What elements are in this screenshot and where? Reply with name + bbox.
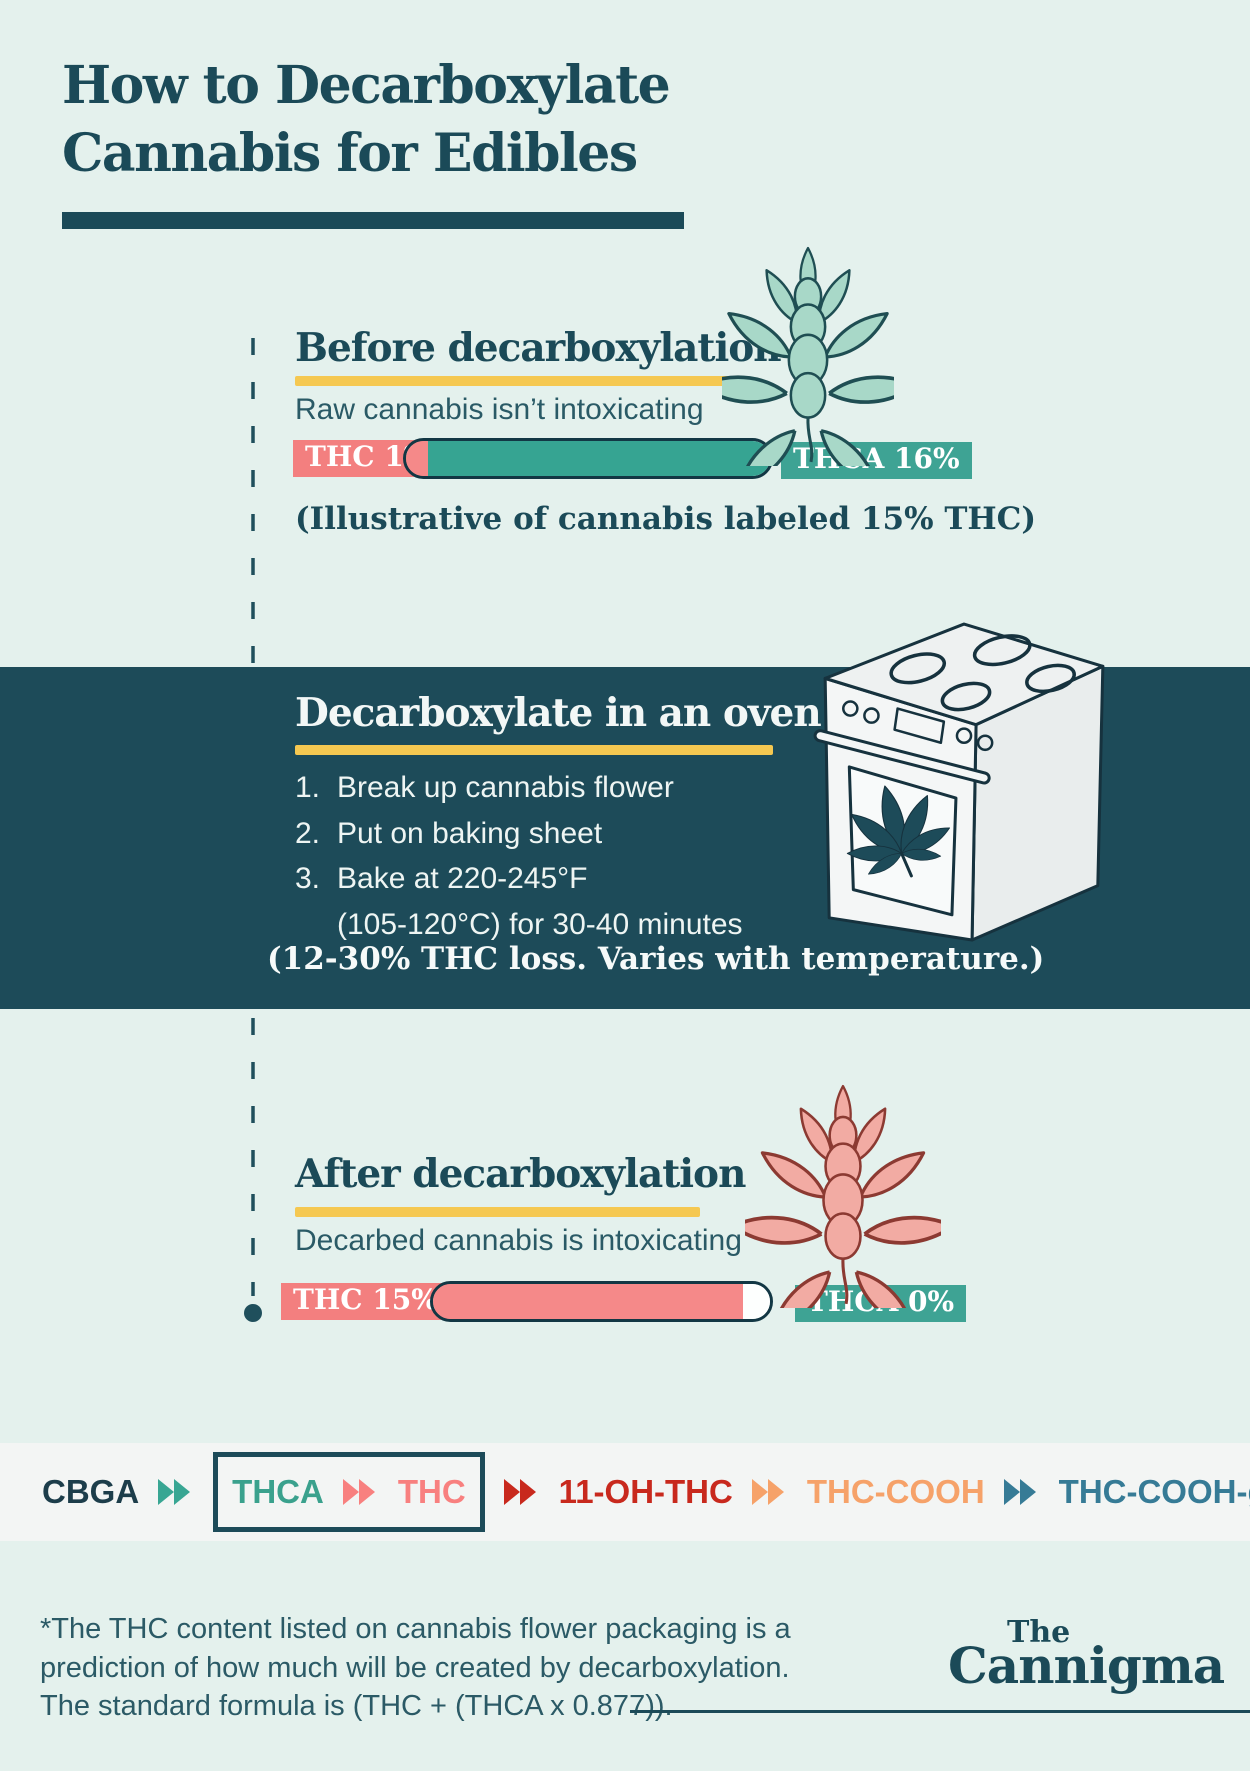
footnote-line2: prediction of how much will be created b…: [40, 1651, 790, 1684]
footnote-line3: The standard formula is (THC + (THCA x 0…: [40, 1690, 673, 1723]
before-heading-underline: [295, 376, 735, 386]
double-arrow-icon: [503, 1479, 536, 1505]
pathway-compound-11-oh-thc: 11-OH-THC: [558, 1473, 733, 1510]
double-arrow-icon: [751, 1479, 784, 1505]
pathway-compound-thc-cooh-glucuronide: THC-COOH-glucuronide: [1058, 1473, 1250, 1510]
page-title: How to Decarboxylate Cannabis for Edible…: [62, 52, 671, 187]
after-thc-chip: THC 15%: [281, 1283, 450, 1320]
before-thc-thca-bar: [403, 438, 773, 479]
pathway-compound-thca: THCA: [232, 1473, 324, 1510]
page-title-line2: Cannabis for Edibles: [62, 122, 638, 184]
oven-step-3-continued: (105-120°C) for 30-40 minutes: [337, 907, 743, 941]
pathway-compound-thc-cooh: THC-COOH: [806, 1473, 985, 1510]
oven-step-1: 1. Break up cannabis flower: [295, 771, 674, 804]
pathway-compound-thc: THC: [397, 1473, 466, 1510]
title-underline-bar: [62, 212, 684, 229]
after-section-heading: After decarboxylation: [295, 1151, 746, 1197]
footnote: *The THC content listed on cannabis flow…: [40, 1610, 791, 1726]
page-title-line1: How to Decarboxylate: [62, 55, 671, 116]
after-bar-thca-segment: [743, 1284, 770, 1319]
before-section-heading: Before decarboxylation: [295, 325, 782, 371]
metabolite-pathway-band: CBGA THCA THC 11-OH-THC THC-COOH THC-COO…: [0, 1443, 1250, 1541]
before-note: (Illustrative of cannabis labeled 15% TH…: [295, 501, 1037, 537]
oven-step-3: 3. Bake at 220-245°F: [295, 862, 588, 896]
double-arrow-icon: [1003, 1479, 1036, 1505]
after-subtitle: Decarbed cannabis is intoxicating: [295, 1224, 742, 1257]
pathway-compound-cbga: CBGA: [42, 1473, 140, 1510]
after-bar-thc-segment: [433, 1284, 744, 1319]
oven-step-2: 2. Put on baking sheet: [295, 816, 603, 850]
logo-the: The: [1007, 1615, 1071, 1650]
before-bar-thca-segment: [427, 441, 770, 476]
timeline-end-dot: [244, 1304, 262, 1322]
footnote-line1: *The THC content listed on cannabis flow…: [40, 1613, 791, 1645]
cannabis-plant-raw-illustration: [722, 246, 894, 466]
double-arrow-icon: [342, 1479, 375, 1505]
oven-illustration: [813, 622, 1105, 942]
after-thc-thca-bar: [430, 1281, 773, 1322]
before-subtitle: Raw cannabis isn’t intoxicating: [295, 393, 704, 426]
oven-section-heading: Decarboxylate in an oven: [295, 690, 822, 736]
oven-steps-list: 1. Break up cannabis flower 2. Put on ba…: [295, 765, 743, 947]
oven-loss-note: (12-30% THC loss. Varies with temperatur…: [267, 941, 1045, 977]
footer-rule: [630, 1710, 1250, 1713]
cannigma-logo: Cannigma: [948, 1636, 1225, 1695]
after-heading-underline: [295, 1207, 700, 1217]
pathway-highlight-box: THCA THC: [213, 1452, 485, 1532]
oven-heading-underline: [295, 745, 773, 755]
double-arrow-icon: [158, 1479, 191, 1505]
cannabis-plant-decarbed-illustration: [745, 1084, 941, 1308]
before-bar-thc-segment: [406, 441, 428, 476]
